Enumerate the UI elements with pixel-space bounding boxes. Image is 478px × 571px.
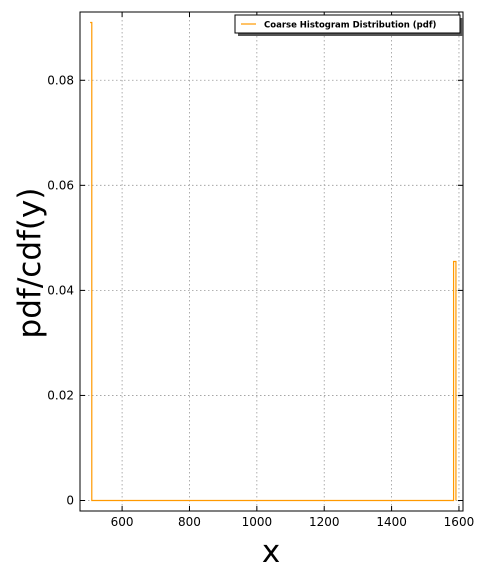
x-tick-label: 1400 xyxy=(376,515,407,529)
y-tick-label: 0.08 xyxy=(47,73,74,87)
legend: Coarse Histogram Distribution (pdf) xyxy=(234,14,463,36)
y-tick-label: 0.04 xyxy=(47,283,74,297)
y-tick-label: 0.06 xyxy=(47,178,74,192)
axis-ticks: 600 800 1000 1200 1400 1600 0 0.02 0.04 0.06 0.08 xyxy=(47,12,474,529)
grid-lines xyxy=(80,12,463,511)
x-tick-label: 1000 xyxy=(242,515,273,529)
y-tick-label: 0 xyxy=(66,493,74,507)
y-tick-label: 0.02 xyxy=(47,388,74,402)
x-tick-label: 1600 xyxy=(444,515,475,529)
x-tick-label: 800 xyxy=(178,515,201,529)
y-axis-label: pdf/cdf(y) xyxy=(12,188,48,339)
series-line xyxy=(90,21,457,502)
x-axis-label: x xyxy=(262,534,280,567)
legend-box xyxy=(234,14,461,34)
series-layer xyxy=(90,21,457,502)
plot-frame xyxy=(79,11,464,512)
x-tick-label: 1200 xyxy=(309,515,340,529)
x-tick-label: 600 xyxy=(111,515,134,529)
legend-label: Coarse Histogram Distribution (pdf) xyxy=(264,21,437,31)
